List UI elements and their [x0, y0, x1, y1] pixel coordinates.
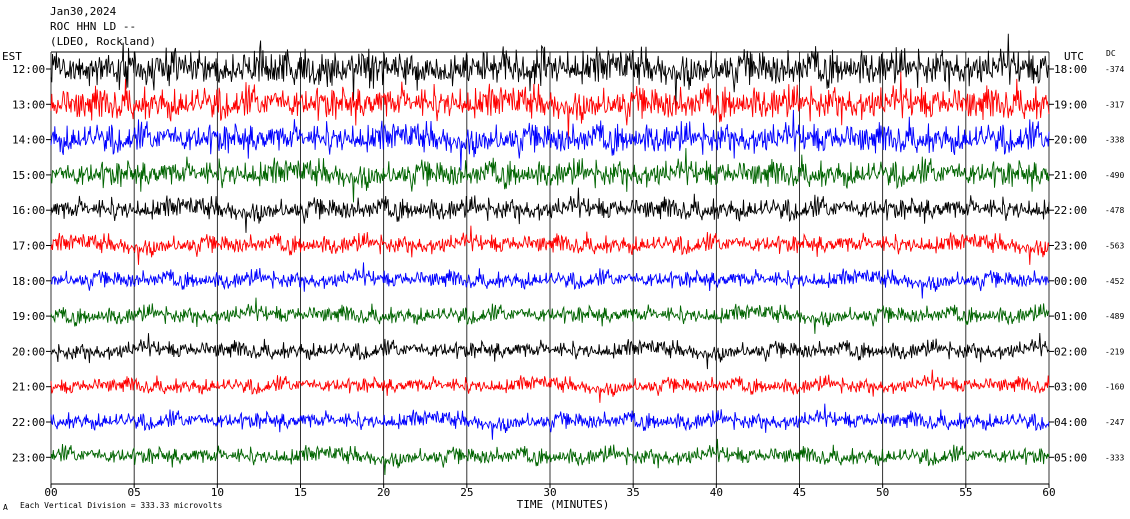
x-tick-label: 00 — [44, 486, 57, 499]
dc-column-title: DC — [1106, 49, 1116, 58]
est-hour-label: 17:00 — [12, 240, 45, 253]
title-line-date: Jan30,2024 — [50, 5, 117, 18]
est-hour-label: 13:00 — [12, 98, 45, 111]
utc-hour-label: 02:00 — [1054, 345, 1087, 358]
seismic-trace — [50, 187, 1050, 233]
utc-hour-label: 01:00 — [1054, 310, 1087, 323]
utc-hour-label: 00:00 — [1054, 275, 1087, 288]
seismic-trace — [50, 33, 1050, 107]
x-tick-label: 35 — [627, 486, 640, 499]
est-hour-label: 23:00 — [12, 451, 45, 464]
est-hour-label: 22:00 — [12, 416, 45, 429]
est-hour-label: 20:00 — [12, 345, 45, 358]
utc-hour-label: 21:00 — [1054, 169, 1087, 182]
seismic-trace — [50, 297, 1050, 334]
utc-hour-label: 04:00 — [1054, 416, 1087, 429]
x-tick-label: 25 — [460, 486, 473, 499]
dc-offset-label: -317 — [1105, 100, 1124, 109]
est-hour-label: 14:00 — [12, 134, 45, 147]
dc-offset-label: -563 — [1105, 242, 1124, 251]
footer-mark: A — [3, 503, 8, 512]
seismic-trace — [50, 71, 1050, 139]
dc-offset-label: -452 — [1105, 277, 1124, 286]
x-tick-label: 05 — [128, 486, 141, 499]
x-tick-group: 00 05 10 15 20 25 30 35 40 45 50 55 60 — [44, 484, 1056, 499]
dc-offset-label: -160 — [1105, 383, 1124, 392]
est-hour-label: 15:00 — [12, 169, 45, 182]
seismic-trace — [50, 369, 1050, 403]
utc-hour-label: 19:00 — [1054, 98, 1087, 111]
est-hour-label: 21:00 — [12, 381, 45, 394]
est-hour-label: 18:00 — [12, 275, 45, 288]
x-tick-label: 50 — [876, 486, 889, 499]
x-tick-label: 10 — [211, 486, 224, 499]
seismic-trace — [50, 403, 1050, 440]
x-tick-label: 40 — [710, 486, 723, 499]
seismic-trace — [50, 109, 1050, 171]
est-hour-label: 19:00 — [12, 310, 45, 323]
seismic-trace — [50, 148, 1050, 203]
dc-offset-label: -490 — [1105, 171, 1124, 180]
seismic-trace — [50, 438, 1050, 476]
x-tick-label: 55 — [959, 486, 972, 499]
dc-offset-label: -374 — [1105, 65, 1124, 74]
dc-offset-label: -333 — [1105, 453, 1124, 462]
x-tick-label: 20 — [377, 486, 390, 499]
footer-scale-note: Each Vertical Division = 333.33 microvol… — [20, 501, 222, 510]
x-tick-label: 45 — [793, 486, 806, 499]
utc-hour-label: 18:00 — [1054, 63, 1087, 76]
dc-offset-label: -247 — [1105, 418, 1124, 427]
dc-offset-label: -478 — [1105, 206, 1124, 215]
est-hour-label: 12:00 — [12, 63, 45, 76]
title-line-station: ROC HHN LD -- — [50, 20, 136, 33]
utc-hour-label: 22:00 — [1054, 204, 1087, 217]
trace-group — [50, 33, 1050, 476]
x-tick-label: 30 — [543, 486, 556, 499]
x-axis-label: TIME (MINUTES) — [517, 498, 610, 511]
est-axis-title: EST — [2, 50, 22, 63]
utc-hour-label: 05:00 — [1054, 451, 1087, 464]
x-tick-label: 15 — [294, 486, 307, 499]
utc-hour-label: 20:00 — [1054, 134, 1087, 147]
dc-offset-label: -219 — [1105, 347, 1124, 356]
utc-axis-title: UTC — [1064, 50, 1084, 63]
utc-hour-label: 23:00 — [1054, 240, 1087, 253]
x-tick-label: 60 — [1042, 486, 1055, 499]
seismic-trace — [50, 262, 1050, 299]
row-label-group: 12:00 18:00 -374 13:00 19:00 -317 14:00 20:00 -3… — [12, 63, 1124, 464]
title-line-network: (LDEO, Rockland) — [50, 35, 156, 48]
seismic-trace — [50, 225, 1050, 265]
dc-offset-label: -489 — [1105, 312, 1124, 321]
plot-grid — [50, 52, 1050, 484]
est-hour-label: 16:00 — [12, 204, 45, 217]
seismic-trace — [50, 332, 1050, 370]
dc-offset-label: -338 — [1105, 136, 1124, 145]
utc-hour-label: 03:00 — [1054, 381, 1087, 394]
